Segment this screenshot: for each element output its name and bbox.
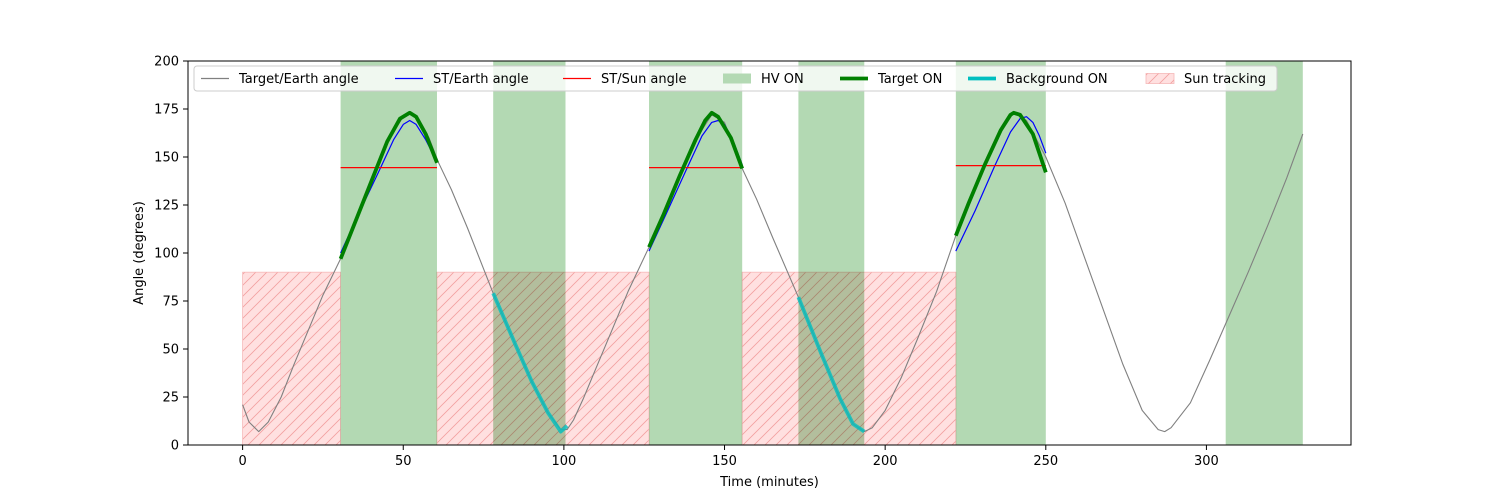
legend: Target/Earth angle ST/Earth angle ST/Sun a…: [193, 65, 1278, 92]
legend-hatch: [1146, 73, 1174, 84]
st-earth-angle-line: [955, 116, 1047, 252]
legend-entry: ST/Earth angle: [395, 72, 529, 87]
legend-entry: ST/Sun angle: [563, 72, 687, 87]
background-on-line: [491, 292, 569, 434]
legend-label: Background ON: [1006, 72, 1108, 87]
y-tick-label: 25: [162, 391, 179, 406]
y-tick-label: 50: [162, 343, 179, 358]
y-tick-label: 200: [154, 55, 179, 70]
background-on-line: [796, 296, 866, 434]
y-axis: 0 25 50 75 100 125 150 175 200: [154, 55, 188, 454]
target-on-line: [338, 110, 439, 260]
legend-swatch: [723, 73, 751, 84]
hv-on-region: [340, 61, 437, 445]
hv-on-region: [1225, 61, 1303, 445]
sun-tracking-region: [242, 271, 342, 446]
y-tick-label: 125: [154, 199, 179, 214]
y-tick-label: 150: [154, 151, 179, 166]
x-tick-label: 50: [395, 454, 412, 469]
x-axis-label: Time (minutes): [719, 475, 819, 490]
legend-label: Target/Earth angle: [238, 72, 359, 87]
target-on-line: [647, 110, 744, 248]
legend-entry: Sun tracking: [1145, 72, 1266, 87]
y-tick-label: 75: [162, 295, 179, 310]
hv-on-regions: [340, 61, 1303, 445]
legend-entry: HV ON: [723, 72, 804, 87]
x-tick-label: 0: [238, 454, 246, 469]
legend-label: HV ON: [761, 72, 804, 87]
x-axis: 0 50 100 150 200 250 300: [238, 445, 1219, 469]
y-tick-label: 0: [171, 439, 179, 454]
hv-on-region: [493, 61, 566, 445]
y-tick-label: 100: [154, 247, 179, 262]
x-tick-label: 150: [712, 454, 737, 469]
x-tick-label: 100: [551, 454, 576, 469]
target-on-line: [954, 110, 1048, 237]
y-tick-label: 175: [154, 103, 179, 118]
legend-entry: Target/Earth angle: [201, 72, 359, 87]
legend-label: Sun tracking: [1184, 72, 1266, 87]
y-axis-label: Angle (degrees): [132, 201, 147, 305]
legend-label: Target ON: [877, 72, 942, 87]
legend-entry: Target ON: [840, 72, 942, 87]
hv-on-region: [798, 61, 865, 445]
x-tick-label: 250: [1033, 454, 1058, 469]
hv-on-region: [955, 61, 1046, 445]
series-lines: [242, 110, 1304, 434]
x-tick-label: 300: [1194, 454, 1219, 469]
legend-label: ST/Sun angle: [601, 72, 687, 87]
legend-entry: Background ON: [968, 72, 1108, 87]
legend-label: ST/Earth angle: [433, 72, 529, 87]
hv-on-region: [649, 61, 743, 445]
x-tick-label: 200: [873, 454, 898, 469]
